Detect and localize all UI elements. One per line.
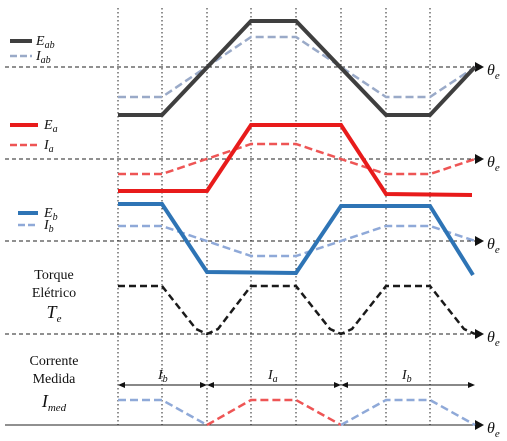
interval-ib-left-arrow-r: [200, 382, 207, 388]
interval-ia-arrow-r: [334, 382, 341, 388]
current-symbol: Imed: [41, 391, 67, 414]
legend-iab-label: Iab: [35, 49, 51, 66]
interval-ib-right-arrow-l: [341, 382, 348, 388]
axis-arrowheads: [475, 62, 484, 430]
current-label-line2: Medida: [33, 372, 77, 387]
horizontal-axes: [5, 66, 477, 335]
panel-torque: Torque Elétrico Te: [32, 268, 476, 336]
theta-label-eb: θe: [487, 236, 500, 256]
eb-waveform: [118, 202, 475, 277]
ib-waveform: [118, 224, 476, 258]
theta-label-imed: θe: [487, 420, 500, 437]
ia-waveform: [118, 142, 476, 176]
panel-ea: Ea Ia: [10, 118, 476, 197]
legend-eab-label: Eab: [35, 34, 55, 51]
legend-eb-label: Eb: [43, 206, 58, 223]
interval-ib-left-arrow-l: [118, 382, 125, 388]
panel-eb: Eb Ib: [18, 202, 476, 277]
arrowhead-imed: [475, 420, 484, 430]
theta-label-eab: θe: [487, 62, 500, 82]
torque-symbol: Te: [47, 302, 62, 325]
legend-ib-label: Ib: [43, 218, 54, 235]
panel-eab: Eab Iab: [10, 19, 477, 117]
iab-waveform: [118, 35, 476, 99]
torque-label-line1: Torque: [34, 268, 73, 283]
theta-label-ea: θe: [487, 154, 500, 174]
imed-segment-b2: [340, 398, 476, 427]
legend-ea-label: Ea: [43, 118, 58, 135]
imed-segment-b1: [118, 398, 208, 427]
interval-ia-arrow-l: [207, 382, 214, 388]
theta-label-te: θe: [487, 329, 500, 349]
te-waveform: [118, 284, 476, 336]
ea-waveform: [118, 123, 473, 197]
vertical-gridlines: [117, 8, 431, 428]
current-label-line1: Corrente: [30, 354, 79, 369]
imed-segment-a: [206, 398, 342, 427]
arrowhead-eb: [475, 236, 484, 246]
interval-ib-left-label: Ib: [157, 368, 168, 385]
interval-arrows: [118, 382, 475, 388]
panel-current: Corrente Medida Imed Ib Ia Ib: [30, 354, 476, 427]
interval-ib-right-label: Ib: [401, 368, 412, 385]
arrowhead-eab: [475, 62, 484, 72]
interval-ib-right-arrow-r: [468, 382, 475, 388]
interval-ia-label: Ia: [267, 368, 278, 385]
legend-ia-label: Ia: [43, 138, 54, 155]
torque-label-line2: Elétrico: [32, 286, 76, 301]
arrowhead-ea: [475, 154, 484, 164]
eab-waveform: [118, 19, 477, 117]
arrowhead-te: [475, 329, 484, 339]
